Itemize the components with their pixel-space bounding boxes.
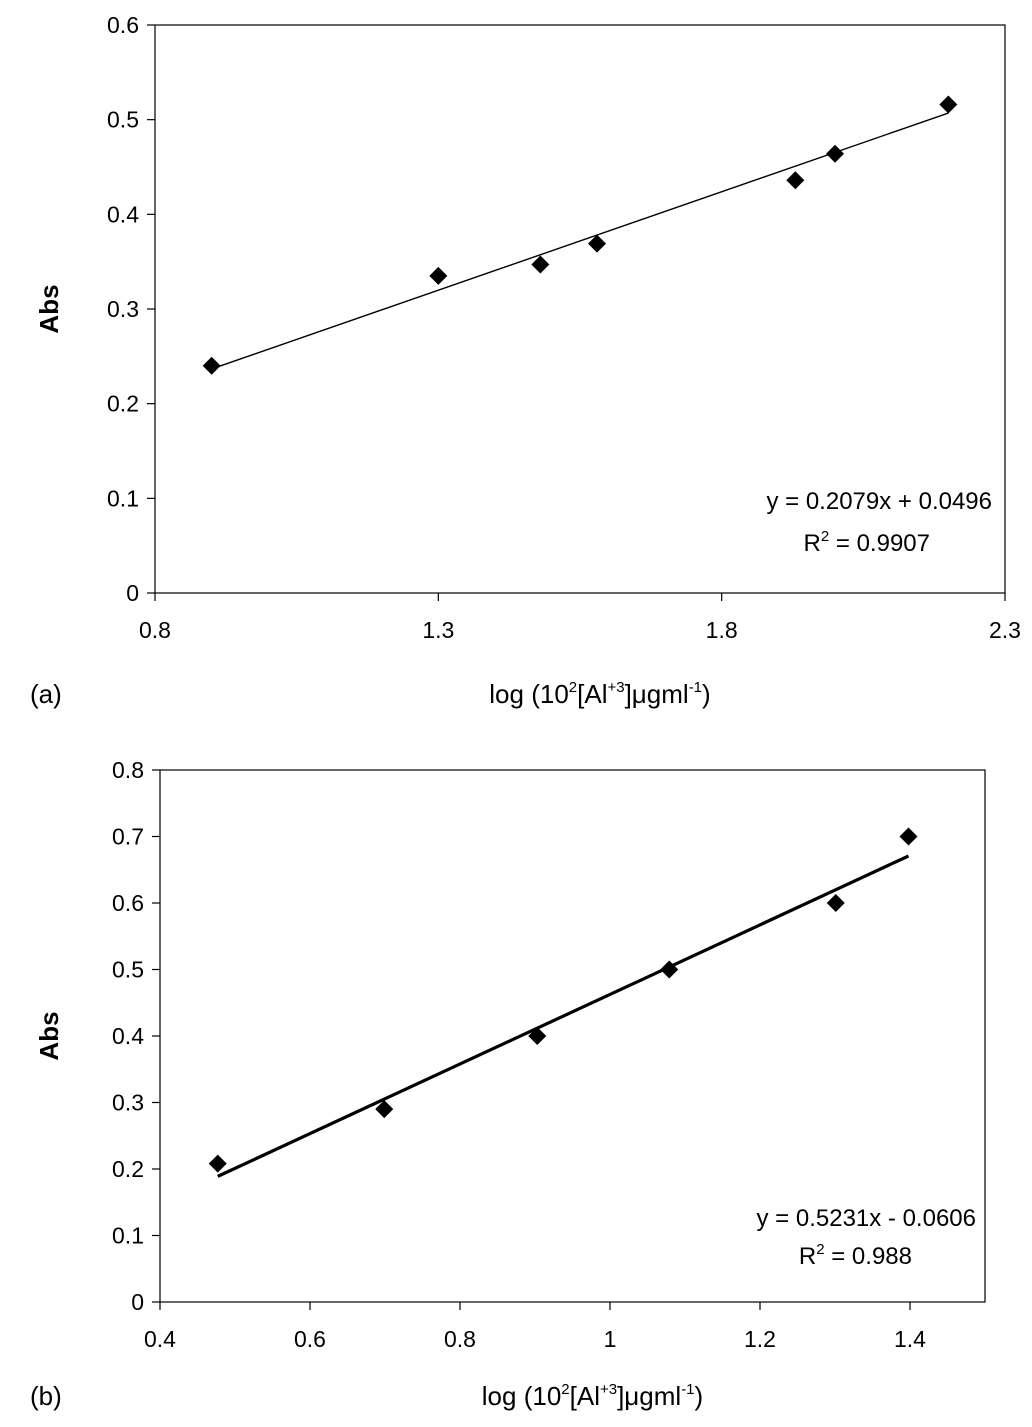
data-point	[660, 960, 679, 979]
regression-equation: y = 0.5231x - 0.0606	[757, 1205, 977, 1232]
x-axis-title: log (102[Al+3]μgml-1)	[489, 679, 710, 709]
data-point	[429, 266, 448, 285]
x-tick-label: 0.8	[139, 617, 171, 643]
r-squared-prefix: R	[799, 1243, 816, 1270]
data-point	[588, 234, 606, 253]
data-point	[826, 894, 845, 912]
x-tick-label: 1.3	[422, 617, 454, 643]
data-point	[531, 255, 550, 274]
x-axis-title-part: -1	[689, 679, 702, 696]
data-point	[786, 171, 805, 190]
panel-label: (b)	[30, 1381, 62, 1411]
x-axis-title-part: 2	[569, 679, 577, 696]
data-point	[826, 144, 844, 163]
x-axis-title-part: [Al	[577, 679, 607, 709]
r-squared-value: = 0.9907	[829, 530, 930, 557]
r-squared-prefix: R	[804, 530, 821, 557]
r-squared-sup: 2	[821, 528, 829, 545]
y-tick-label: 0	[131, 1289, 144, 1315]
x-tick-label: 1	[604, 1326, 617, 1352]
x-axis-title-part: [Al	[570, 1381, 600, 1411]
regression-equation: y = 0.2079x + 0.0496	[766, 488, 992, 515]
x-axis-title-part: -1	[681, 1381, 694, 1398]
data-point	[208, 1154, 227, 1173]
x-axis-title-part: ]μgml	[625, 679, 689, 709]
y-tick-label: 0.3	[107, 296, 139, 322]
y-axis-title: Abs	[34, 1011, 64, 1060]
data-point	[375, 1100, 394, 1119]
y-tick-label: 0.6	[112, 890, 144, 916]
y-tick-label: 0.2	[112, 1156, 144, 1182]
y-tick-label: 0.2	[107, 391, 139, 417]
chart-panel-a: 0 0.1 0.2 0.3 0.4 0.5 0.6 0.8 1.3 1.8 2.3 Abs log (1…	[30, 12, 1021, 709]
y-tick-label: 0.4	[112, 1023, 144, 1049]
y-tick-label: 0.3	[112, 1090, 144, 1116]
x-tick-label: 1.8	[706, 617, 738, 643]
x-tick-label: 1.4	[894, 1326, 926, 1352]
trendline	[211, 112, 949, 370]
x-tick-label: 0.6	[294, 1326, 326, 1352]
y-tick-label: 0	[126, 580, 139, 606]
chart-panel-b: 0 0.1 0.2 0.3 0.4 0.5 0.6 0.7 0.8 0.4 0.6 0.8 1 1.2 1.…	[30, 757, 986, 1411]
data-point	[899, 827, 918, 846]
x-axis-title-part: +3	[607, 679, 624, 696]
x-axis-title: log (102[Al+3]μgml-1)	[482, 1381, 703, 1411]
y-tick-label: 0.5	[112, 957, 144, 983]
x-axis-title-part: +3	[600, 1381, 617, 1398]
data-point	[528, 1027, 547, 1045]
r-squared-value: = 0.988	[825, 1243, 912, 1270]
x-axis-title-part: 2	[561, 1381, 569, 1398]
y-tick-label: 0.1	[107, 485, 139, 511]
x-tick-label: 1.2	[744, 1326, 776, 1352]
x-tick-label: 2.3	[989, 617, 1021, 643]
y-tick-label: 0.4	[107, 201, 139, 227]
data-point	[202, 356, 221, 375]
x-axis-title-part: log (10	[482, 1381, 562, 1411]
y-tick-label: 0.8	[112, 757, 144, 783]
x-axis-title-part: ]μgml	[617, 1381, 681, 1411]
x-tick-label: 0.4	[144, 1326, 176, 1352]
x-axis-title-part: )	[695, 1381, 704, 1411]
r-squared-sup: 2	[816, 1241, 824, 1258]
y-tick-label: 0.1	[112, 1223, 144, 1249]
x-axis-title-part: )	[702, 679, 711, 709]
panel-label: (a)	[30, 679, 62, 709]
y-tick-label: 0.5	[107, 107, 139, 133]
x-axis-title-part: log (10	[489, 679, 569, 709]
x-tick-label: 0.8	[444, 1326, 476, 1352]
r-squared: R2 = 0.988	[799, 1241, 912, 1270]
y-tick-label: 0.7	[112, 824, 144, 850]
data-point	[939, 95, 958, 114]
y-axis-title: Abs	[34, 284, 64, 333]
y-tick-label: 0.6	[107, 12, 139, 38]
r-squared: R2 = 0.9907	[804, 528, 930, 557]
trendline	[217, 854, 910, 1178]
